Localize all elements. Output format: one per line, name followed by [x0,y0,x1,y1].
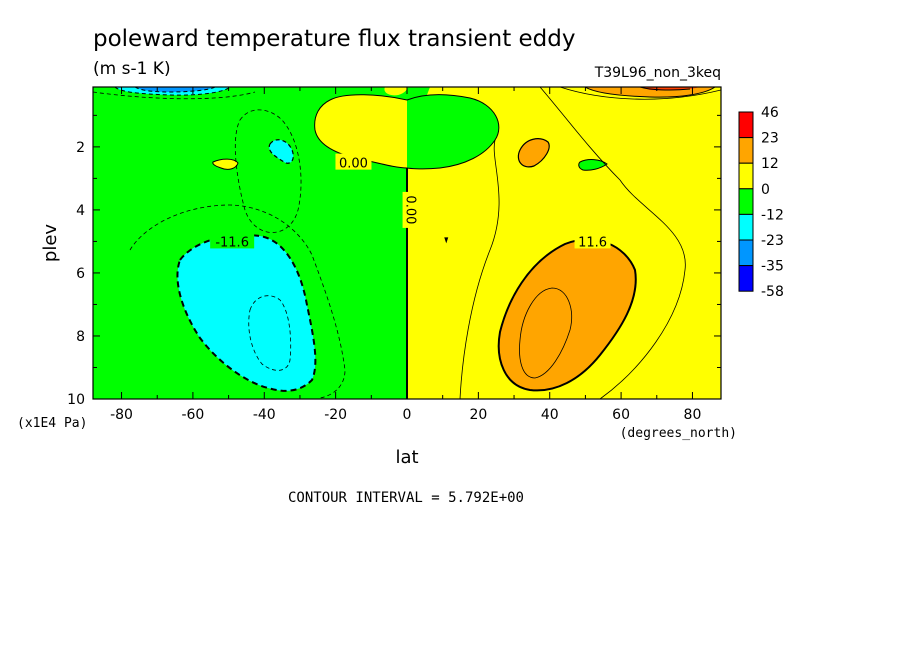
contour-orange-main-outline [497,238,637,392]
x-tick-label: 60 [612,407,630,423]
contour-orange-inner [519,287,572,379]
region-cyan-small [269,139,294,164]
colorbar-swatch [738,188,754,215]
y-tick-label: 2 [76,140,85,156]
contour-lines [93,87,721,399]
colorbar-label: 12 [761,156,779,172]
y-tick-label: 4 [76,203,85,219]
contour-yellow-small-outline [212,158,239,170]
colorbar-label: 23 [761,131,779,147]
contour-orange-small-outline [517,138,550,168]
contour-cyan-inner [248,295,292,371]
x-tick-label: 40 [541,407,559,423]
colorbar-label: 46 [761,105,779,121]
colorbar-swatch [738,265,754,292]
colorbar-swatch [738,137,754,164]
region-blue-top-left [135,87,215,92]
x-tick-label: -60 [181,407,204,423]
x-tick-label: 80 [684,407,702,423]
x-tick-label: 20 [469,407,487,423]
x-tick-label: -80 [110,407,133,423]
colorbar: 46 23 12 0 -12 -23 -35 -58 [738,105,784,300]
contour-left-mid [234,109,302,233]
colorbar-label: 0 [761,182,770,198]
contour-interval-label: CONTOUR INTERVAL = 5.792E+00 [288,490,524,506]
y-tick-label: 6 [76,266,85,282]
x-tick-label: -40 [253,407,276,423]
contour-zero-upper [314,94,500,170]
x-tick-label: 0 [403,407,412,423]
contour-right-top [559,87,721,100]
contour-left-outer [129,204,346,399]
region-yellow-top-speck [384,87,408,96]
contour-label-bg [335,153,372,170]
y-tick-label: 10 [67,392,85,408]
contour-right-outer [459,139,500,399]
contour-label: 11.6 [578,235,607,250]
x-axis-title: lat [395,447,418,468]
colorbar-swatch [738,239,754,267]
colorbar-label: -23 [761,233,784,249]
region-cyan-main [177,235,316,391]
contour-cyan-main-outline [176,234,317,392]
y-axis-units: (x1E4 Pa) [17,416,87,431]
x-axis-units: (degrees_north) [620,426,737,441]
contour-left-top [93,91,256,100]
contour-top-right-1 [584,87,716,98]
colorbar-label: -58 [761,284,784,300]
colorbar-swatch [738,111,754,139]
region-green-top-middle [407,94,499,169]
chart-subtitle: (m s-1 K) [93,59,171,79]
contour-labels: -11.6 0.00 0.00 11.6 [210,153,611,250]
dataset-label: T39L96_non_3keq [594,65,721,81]
region-yellow-top-middle [314,94,407,168]
contour-label-bg [210,232,255,249]
contour-top-right-2 [639,87,691,91]
contour-green-small-outline [578,159,608,171]
x-tick-label: -20 [324,407,347,423]
contour-top-left-2 [134,87,216,93]
contour-right-outer-2 [539,87,686,399]
colorbar-swatch [738,162,754,190]
contour-label-bg [574,232,611,249]
colorbar-label: -35 [761,259,784,275]
chart-title: poleward temperature flux transient eddy [93,26,575,52]
colorbar-label: -12 [761,207,784,223]
y-axis: 2 4 6 8 10 [67,114,721,408]
contour-label: 0.00 [339,157,368,172]
y-axis-title: plev [40,224,61,263]
region-green-top-strip [407,87,430,100]
contour-marker [444,237,449,244]
x-axis: -80 -60 -40 -20 0 20 40 60 80 [110,87,701,423]
colorbar-swatch [738,213,754,241]
contour-label: -11.6 [215,235,249,250]
contour-top-left-1 [114,87,231,96]
contour-label-bg [402,191,419,228]
contour-label: 0.00 [403,195,418,224]
y-tick-label: 8 [76,329,85,345]
